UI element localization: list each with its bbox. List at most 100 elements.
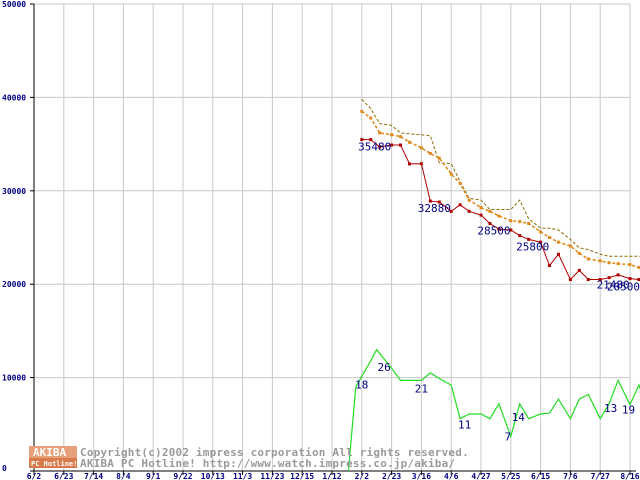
point-label: 7 [505,430,512,443]
avg-point [556,240,560,244]
avg-point [467,198,471,202]
avg-point [437,156,441,160]
x-tick-label: 8/16 [620,472,639,480]
price-point [548,264,552,268]
point-label: 26 [378,361,391,374]
x-tick-label: 12/15 [290,472,314,480]
x-tick-label: 9/1 [146,472,161,480]
x-tick-label: 9/22 [173,472,192,480]
avg-point [548,236,552,239]
price-point [607,276,611,280]
copyright-line: Copyright(c)2002 impress corporation All… [80,446,469,459]
point-label: 32880 [418,202,451,215]
price-point [527,237,531,241]
price-point [616,273,620,277]
avg-point [497,214,501,218]
point-label: 11 [458,418,471,431]
price-point [497,227,501,231]
avg-point [407,140,411,144]
price-point [637,278,640,282]
grid-lines [34,3,631,471]
avg-point [458,181,462,185]
x-tick-label: 6/2 [27,472,42,480]
price-point [419,162,423,166]
x-tick-label: 11/3 [233,472,252,480]
price-point [598,278,602,282]
price-series-line [361,139,640,281]
price-point [518,234,522,238]
avg-point [479,206,483,210]
x-tick-label: 7/14 [84,472,103,480]
point-labels: 3548032880285002580021480205001826211171… [355,141,640,444]
point-label: 35480 [358,141,391,154]
price-point [539,240,543,244]
akiba-logo-subtext: PC Hotline! [31,460,77,468]
avg-point [360,109,364,113]
shops-series-line [347,348,640,472]
x-tick-label: 2/2 [355,472,370,480]
y-tick-label: 0 [2,464,7,473]
price-point [467,209,471,213]
avg-point [568,244,572,248]
avg-point [378,131,382,135]
avg-point [390,133,394,137]
y-tick-label: 30000 [2,187,26,196]
price-point [449,209,453,213]
avg-point [607,261,611,265]
copyright-watermark: AKIBA PC Hotline! Copyright(c)2002 impre… [29,446,469,470]
price-point [390,143,394,147]
price-point [428,199,432,203]
x-tick-label: 4/6 [444,472,459,480]
x-tick-label: 6/15 [531,472,550,480]
price-point [577,268,581,272]
x-tick-label: 8/4 [116,472,131,480]
point-label: 18 [355,378,368,391]
price-point [399,143,403,147]
akiba-logo-bottom [29,458,77,468]
price-point [556,252,560,256]
price-point [437,200,441,204]
avg-point [488,209,492,213]
x-tick-label: 2/23 [382,472,401,480]
x-tick-label: 10/13 [201,472,225,480]
avg-point [509,219,513,223]
avg-point [637,265,640,269]
y-tick-label: 20000 [2,280,26,289]
y-tick-label: 50000 [2,0,26,9]
y-tick-label: 40000 [2,93,26,102]
x-tick-label: 4/27 [471,472,490,480]
x-tick-label: 7/27 [591,472,610,480]
point-label: 20500 [607,281,640,294]
price-point [369,138,373,142]
x-tick-label: 1/12 [322,472,341,480]
point-label: 14 [512,411,526,424]
x-tick-label: 11/23 [260,472,284,480]
price-point [586,278,590,282]
site-url-line: AKIBA PC Hotline! http://www.watch.impre… [80,457,455,470]
x-tick-label: 6/23 [54,472,73,480]
point-label: 21 [415,382,428,395]
price-point [378,145,382,149]
price-point [479,213,483,217]
akiba-logo-top [29,446,77,458]
y-tick-label: 10000 [2,374,26,383]
avg-point [628,263,632,267]
avg-point [419,146,423,150]
avg-point [449,172,453,176]
point-label: 25800 [516,240,549,253]
point-label: 28500 [477,224,510,237]
avg-point [539,230,543,234]
avg-point [369,116,373,120]
avg-point [577,251,581,255]
price-point [407,162,411,166]
price-point [488,221,492,225]
avg-point [428,151,432,155]
avg-point [586,257,590,261]
point-label: 21480 [597,279,630,292]
point-label: 19 [622,404,635,417]
y-tick-labels: 0 10000 20000 30000 40000 50000 [2,0,26,473]
price-point [360,138,364,142]
point-label: 13 [604,402,617,415]
price-point [628,277,632,281]
